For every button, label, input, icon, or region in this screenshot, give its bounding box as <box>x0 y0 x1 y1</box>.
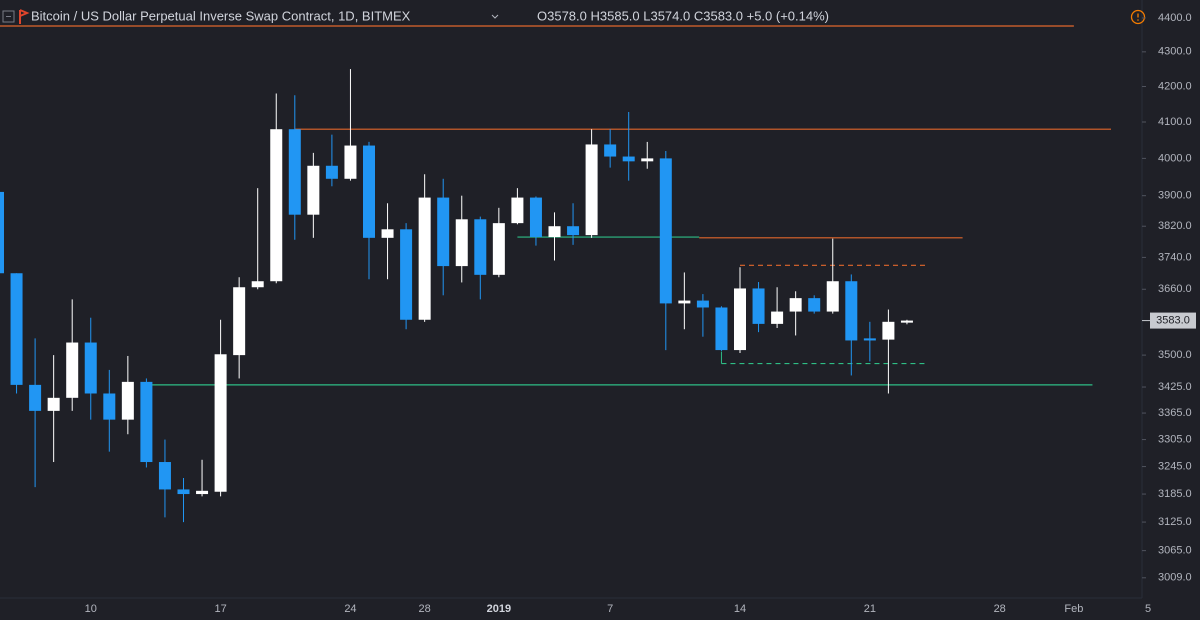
x-tick-label: 21 <box>864 603 876 615</box>
flag-icon[interactable] <box>19 9 30 24</box>
candle-body <box>585 144 598 236</box>
collapse-icon[interactable] <box>2 10 15 23</box>
candle-body <box>233 287 246 356</box>
x-tick-label: 10 <box>85 603 97 615</box>
ohlc-legend: O3578.0 H3585.0 L3574.0 C3583.0 +5.0 (+0… <box>537 8 829 23</box>
y-tick-label: 3500.0 <box>1158 349 1192 361</box>
candle-body <box>511 197 524 224</box>
candle-body <box>437 197 450 267</box>
y-tick-label: 4300.0 <box>1158 46 1192 58</box>
candle-body <box>29 384 42 411</box>
candle-body <box>66 342 79 398</box>
y-tick-label: 3740.0 <box>1158 251 1192 263</box>
y-tick-label: 3065.0 <box>1158 545 1192 557</box>
candle-body <box>789 298 802 312</box>
candle-body <box>307 165 320 215</box>
candle-body <box>529 197 542 238</box>
candle-body <box>548 226 561 238</box>
candle-body <box>344 145 357 179</box>
candle-body <box>678 300 691 304</box>
candle-body <box>604 144 617 157</box>
candle-body <box>400 229 413 320</box>
candle-body <box>845 281 858 341</box>
symbol-title[interactable]: Bitcoin / US Dollar Perpetual Inverse Sw… <box>31 8 411 23</box>
x-tick-label: 24 <box>344 603 356 615</box>
y-tick-label: 4000.0 <box>1158 152 1192 164</box>
candle-body <box>567 226 580 236</box>
candle-body <box>492 223 505 275</box>
x-tick-label: 17 <box>214 603 226 615</box>
candle-body <box>363 145 375 238</box>
candle-body <box>900 320 913 323</box>
candle-body <box>10 273 23 385</box>
y-tick-label: 3900.0 <box>1158 190 1192 202</box>
candle-body <box>288 129 301 215</box>
warning-icon <box>1137 19 1139 21</box>
candle-body <box>863 338 876 341</box>
y-tick-label: 3365.0 <box>1158 407 1192 419</box>
x-tick-label: 28 <box>994 603 1006 615</box>
candle-body <box>418 197 431 320</box>
candle-body <box>752 288 765 324</box>
last-price-box <box>1150 312 1196 329</box>
y-tick-label: 3305.0 <box>1158 433 1192 445</box>
plot-area <box>0 25 1111 523</box>
candle-body <box>251 281 264 288</box>
candle-body <box>734 288 746 351</box>
candle-body <box>622 156 635 162</box>
candle-body <box>696 300 709 308</box>
y-tick-label: 3425.0 <box>1158 381 1192 393</box>
candle-body <box>196 490 209 495</box>
candle-body <box>771 311 784 324</box>
y-tick-label: 3245.0 <box>1158 460 1192 472</box>
y-tick-label: 3125.0 <box>1158 516 1192 528</box>
candle-body <box>0 191 4 274</box>
candle-body <box>84 342 97 394</box>
candle-body <box>455 219 468 267</box>
candle-body <box>47 397 60 411</box>
y-tick-label: 4200.0 <box>1158 80 1192 92</box>
last-price-label: 3583.0 <box>1156 314 1190 326</box>
candle-body <box>325 165 338 179</box>
y-tick-label: 3820.0 <box>1158 220 1192 232</box>
candle-body <box>140 381 153 463</box>
y-tick-label: 3009.0 <box>1158 572 1192 584</box>
x-tick-label: 28 <box>419 603 431 615</box>
candle-body <box>381 229 394 238</box>
x-tick-label: Feb <box>1064 603 1083 615</box>
candle-body <box>659 158 672 304</box>
candle-body <box>474 219 487 275</box>
candle-body <box>641 158 654 162</box>
candle-body <box>270 129 283 282</box>
candle-body <box>882 321 895 340</box>
y-tick-label: 4100.0 <box>1158 116 1192 128</box>
y-tick-label: 3660.0 <box>1158 283 1192 295</box>
candle-body <box>121 381 134 420</box>
candle-body <box>214 354 227 492</box>
candle-body <box>103 393 116 420</box>
x-tick-label: 2019 <box>487 603 511 615</box>
candle-body <box>158 462 171 490</box>
candle-body <box>826 281 839 312</box>
candle-body <box>808 298 821 312</box>
y-tick-label: 4400.0 <box>1158 12 1192 24</box>
x-tick-label: 5 <box>1145 603 1151 615</box>
dropdown-icon[interactable] <box>491 14 499 19</box>
x-tick-label: 7 <box>607 603 613 615</box>
y-tick-label: 3185.0 <box>1158 488 1192 500</box>
candle-body <box>177 489 190 495</box>
candle-body <box>715 307 728 351</box>
x-tick-label: 14 <box>734 603 746 615</box>
warning-icon[interactable] <box>1130 9 1146 25</box>
